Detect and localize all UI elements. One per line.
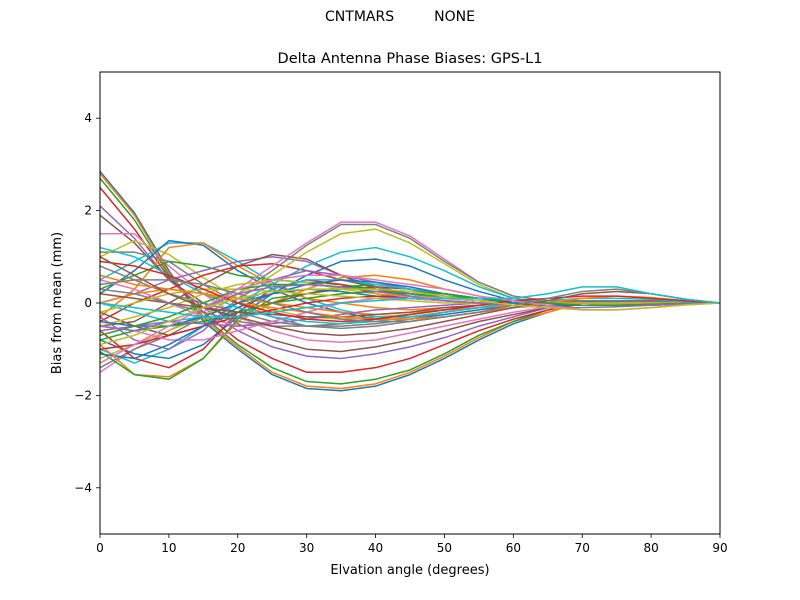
x-axis: 0 10 20 30 40 50 60 70 80 90 xyxy=(96,534,728,555)
y-axis: −4 −2 0 2 4 xyxy=(74,111,100,495)
x-tick-label: 30 xyxy=(299,541,314,555)
figure-suptitle: CNTMARS NONE xyxy=(325,9,475,25)
series-line-44 xyxy=(99,260,721,323)
x-tick-label: 0 xyxy=(96,541,104,555)
y-tick-label: −2 xyxy=(74,388,92,402)
series-line-50 xyxy=(99,286,721,318)
x-tick-label: 40 xyxy=(368,541,383,555)
y-tick-label: 2 xyxy=(84,204,92,218)
x-tick-label: 80 xyxy=(643,541,658,555)
series-line-49 xyxy=(99,288,721,346)
x-tick-label: 90 xyxy=(712,541,727,555)
series-line-2 xyxy=(99,173,721,390)
series-line-48 xyxy=(99,279,721,323)
x-tick-label: 50 xyxy=(437,541,452,555)
series-line-3 xyxy=(99,177,721,385)
y-tick-label: 4 xyxy=(84,111,92,125)
series-group xyxy=(99,170,721,392)
y-axis-label: Bias from mean (mm) xyxy=(50,232,65,374)
x-tick-label: 20 xyxy=(230,541,245,555)
chart-title: Delta Antenna Phase Biases: GPS-L1 xyxy=(278,51,543,67)
y-tick-label: −4 xyxy=(74,481,92,495)
x-tick-label: 60 xyxy=(506,541,521,555)
x-tick-label: 10 xyxy=(161,541,176,555)
x-tick-label: 70 xyxy=(575,541,590,555)
y-tick-label: 0 xyxy=(84,296,92,310)
x-axis-label: Elvation angle (degrees) xyxy=(330,563,489,578)
